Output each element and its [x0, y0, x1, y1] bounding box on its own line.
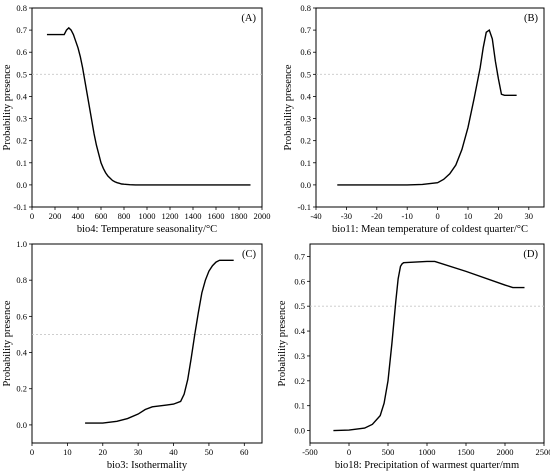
y-tick-label: 0.5	[16, 69, 27, 79]
x-tick-label: 2000	[254, 211, 271, 221]
y-tick-label: 0.0	[294, 426, 305, 436]
y-tick-label: 0.7	[16, 25, 27, 35]
response-curve-line	[337, 28, 517, 186]
y-tick-label: 0.0	[16, 180, 27, 190]
y-tick-label: 0.5	[294, 301, 305, 311]
x-axis-title: bio4: Temperature seasonality/°C	[77, 224, 217, 235]
x-tick-label: 200	[49, 211, 62, 221]
y-tick-label: 0.4	[16, 91, 27, 101]
x-tick-label: 0	[30, 211, 34, 221]
x-tick-label: 30	[134, 447, 143, 457]
x-tick-label: 10	[464, 211, 473, 221]
x-tick-label: 40	[169, 447, 178, 457]
x-tick-label: 0	[347, 447, 351, 457]
x-tick-label: 30	[525, 211, 534, 221]
x-tick-label: 2500	[536, 447, 550, 457]
y-tick-label: 0.2	[16, 384, 27, 394]
panel-label: (D)	[523, 249, 538, 260]
y-tick-label: 0.6	[300, 47, 311, 57]
y-tick-label: 0.4	[16, 348, 27, 358]
y-tick-label: 0.8	[300, 3, 311, 13]
x-tick-label: -10	[402, 211, 413, 221]
x-tick-label: -20	[371, 211, 382, 221]
plot-frame	[315, 7, 545, 208]
y-tick-label: 0.3	[300, 114, 311, 124]
y-tick-label: -0.1	[14, 202, 27, 212]
y-axis-title: Probability presence	[2, 64, 13, 150]
plot-frame	[309, 243, 545, 444]
y-tick-label: 0.2	[300, 136, 311, 146]
panel-label: (A)	[241, 13, 256, 24]
x-tick-label: 1200	[162, 211, 179, 221]
y-tick-label: 0.3	[294, 351, 305, 361]
y-tick-label: 0.2	[294, 376, 305, 386]
chart-panel-d: 0.0 0.1 0.2 0.3 0.4 0.5 0.6 0.7 -500 0 500 1000 1500…	[277, 243, 550, 471]
chart-panel-c: 0.0 0.2 0.4 0.6 0.8 1.0 0 10 20 30 40 50 60 (C) bio3: …	[2, 239, 263, 471]
x-tick-label: 0	[30, 447, 34, 457]
x-tick-label: 1400	[185, 211, 202, 221]
x-tick-label: 1600	[208, 211, 225, 221]
y-tick-label: 0.4	[294, 326, 305, 336]
x-tick-label: 2000	[497, 447, 514, 457]
x-axis-title: bio3: Isothermality	[107, 460, 188, 471]
y-axis-title: Probability presence	[2, 300, 13, 386]
y-tick-label: 0.7	[300, 25, 311, 35]
y-tick-label: 0.0	[300, 180, 311, 190]
x-tick-label: 0	[435, 211, 439, 221]
y-tick-label: 0.8	[16, 3, 27, 13]
response-curve-line	[85, 259, 234, 424]
y-tick-label: 0.1	[16, 158, 27, 168]
y-tick-label: 0.1	[294, 401, 305, 411]
x-tick-label: 800	[118, 211, 131, 221]
plot-frame	[31, 7, 263, 208]
x-tick-label: 400	[72, 211, 85, 221]
panel-label: (B)	[524, 13, 539, 24]
y-tick-label: -0.1	[298, 202, 311, 212]
x-tick-label: 10	[63, 447, 72, 457]
chart-panel-b: -0.1 0.0 0.1 0.2 0.3 0.4 0.5 0.6 0.7 0.8 -40 -30 -20…	[283, 3, 545, 235]
x-tick-label: 60	[240, 447, 249, 457]
y-tick-label: 1.0	[16, 239, 27, 249]
x-tick-label: 500	[382, 447, 395, 457]
plot-frame	[31, 243, 263, 444]
y-tick-label: 0.8	[16, 275, 27, 285]
y-tick-label: 0.5	[300, 69, 311, 79]
x-tick-label: 1000	[139, 211, 156, 221]
y-axis-title: Probability presence	[283, 64, 294, 150]
panel-label: (C)	[242, 249, 257, 260]
x-tick-label: -500	[302, 447, 318, 457]
x-tick-label: 20	[99, 447, 108, 457]
x-tick-label: -30	[341, 211, 352, 221]
x-axis-title: bio18: Precipitation of warmest quarter/…	[335, 460, 519, 471]
x-tick-label: 1800	[231, 211, 248, 221]
x-tick-label: 1000	[419, 447, 436, 457]
x-tick-label: -40	[310, 211, 321, 221]
y-tick-label: 0.7	[294, 251, 305, 261]
x-tick-label: 1500	[458, 447, 475, 457]
y-tick-label: 0.6	[294, 276, 305, 286]
y-tick-label: 0.0	[16, 420, 27, 430]
y-tick-label: 0.1	[300, 158, 311, 168]
y-tick-label: 0.3	[16, 114, 27, 124]
y-axis-title: Probability presence	[277, 300, 288, 386]
y-tick-label: 0.6	[16, 311, 27, 321]
y-tick-label: 0.6	[16, 47, 27, 57]
x-tick-label: 20	[494, 211, 503, 221]
x-tick-label: 600	[95, 211, 108, 221]
y-tick-label: 0.4	[300, 91, 311, 101]
response-curve-line	[333, 260, 525, 432]
y-tick-label: 0.2	[16, 136, 27, 146]
x-axis-title: bio11: Mean temperature of coldest quart…	[332, 224, 528, 235]
response-curve-line	[46, 26, 251, 186]
x-tick-label: 50	[205, 447, 214, 457]
chart-panel-a: -0.1 0.0 0.1 0.2 0.3 0.4 0.5 0.6 0.7 0.8 0 200 400 60…	[2, 3, 271, 235]
